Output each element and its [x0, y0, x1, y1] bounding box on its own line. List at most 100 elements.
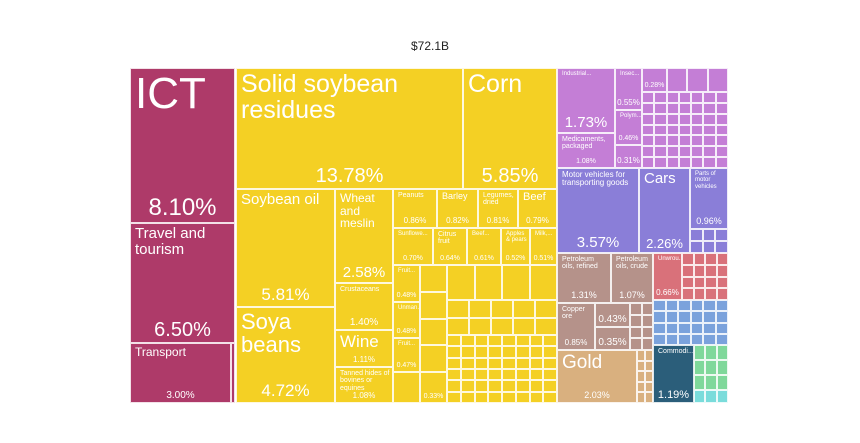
- treemap-cell[interactable]: Wheat and meslin 2.58%: [335, 189, 393, 283]
- treemap-cell-small[interactable]: [529, 391, 544, 403]
- treemap-cell-small[interactable]: [703, 322, 716, 334]
- treemap-cell[interactable]: Commodi... 1.19%: [653, 345, 694, 403]
- treemap-cell-small[interactable]: [469, 300, 491, 318]
- treemap-cell-small[interactable]: [678, 300, 691, 312]
- treemap-cell-small[interactable]: [715, 333, 728, 345]
- treemap-cell-small[interactable]: [705, 276, 717, 289]
- treemap-cell-small[interactable]: [716, 288, 728, 300]
- treemap-cell[interactable]: Citrus fruit 0.64%: [433, 228, 467, 265]
- treemap-cell-small[interactable]: [447, 380, 461, 392]
- treemap-cell-small[interactable]: [543, 335, 557, 347]
- treemap-cell-small[interactable]: [460, 357, 475, 369]
- treemap-cell-small[interactable]: [420, 291, 447, 319]
- treemap-cell-small[interactable]: [502, 380, 516, 392]
- treemap-cell[interactable]: Unman... 0.48%: [393, 302, 420, 338]
- treemap-cell[interactable]: ICT 8.10%: [130, 68, 235, 223]
- treemap-cell[interactable]: Industrial... 1.73%: [557, 68, 615, 133]
- treemap-cell-small[interactable]: [502, 265, 530, 300]
- treemap-cell[interactable]: Insec... 0.55%: [615, 68, 642, 110]
- treemap-cell-small[interactable]: [694, 345, 706, 360]
- treemap-cell-small[interactable]: [703, 311, 716, 323]
- treemap-cell-small[interactable]: [665, 322, 678, 334]
- treemap-cell-small[interactable]: [645, 392, 653, 403]
- treemap-cell-small[interactable]: [705, 253, 717, 265]
- treemap-cell-small[interactable]: [653, 333, 666, 345]
- treemap-cell[interactable]: Tanned hides of bovines or equines 1.08%: [335, 367, 393, 403]
- treemap-cell-small[interactable]: [678, 311, 691, 323]
- treemap-cell[interactable]: Unwrou... 0.66%: [653, 253, 682, 300]
- treemap-cell-small[interactable]: [488, 369, 502, 381]
- treemap-cell-small[interactable]: [543, 369, 557, 381]
- treemap-cell-small[interactable]: [515, 380, 530, 392]
- treemap-cell-small[interactable]: [502, 391, 516, 403]
- treemap-cell-small[interactable]: [694, 360, 706, 375]
- treemap-cell-small[interactable]: [703, 333, 716, 345]
- treemap-cell-small[interactable]: [694, 375, 706, 390]
- treemap-cell[interactable]: Petroleum oils, crude 1.07%: [611, 253, 653, 303]
- treemap-cell-small[interactable]: [693, 253, 705, 265]
- treemap-cell-small[interactable]: [502, 369, 516, 381]
- treemap-cell-small[interactable]: [637, 350, 645, 361]
- treemap-cell[interactable]: Travel and tourism 6.50%: [130, 223, 235, 343]
- treemap-cell-small[interactable]: [645, 381, 653, 393]
- treemap-cell-small[interactable]: [543, 391, 557, 403]
- treemap-cell-small[interactable]: [447, 369, 461, 381]
- treemap-cell-small[interactable]: [653, 300, 666, 312]
- treemap-cell[interactable]: Legumes, dried 0.81%: [478, 189, 518, 228]
- treemap-cell-small[interactable]: [515, 369, 530, 381]
- treemap-cell-small[interactable]: [515, 335, 530, 347]
- treemap-cell-small[interactable]: [682, 253, 694, 265]
- treemap-cell-small[interactable]: [653, 311, 666, 323]
- treemap-cell-small[interactable]: [543, 346, 557, 358]
- treemap-cell-small[interactable]: [678, 135, 692, 147]
- treemap-cell-small[interactable]: [705, 360, 717, 375]
- treemap-cell-small[interactable]: [690, 333, 703, 345]
- treemap-cell[interactable]: Fruit... 0.48%: [393, 265, 420, 302]
- treemap-cell[interactable]: 0.33%: [420, 372, 447, 403]
- treemap-cell-small[interactable]: [543, 380, 557, 392]
- treemap-cell-small[interactable]: [703, 113, 716, 125]
- treemap-cell[interactable]: Gold 2.03%: [557, 350, 637, 403]
- treemap-cell-small[interactable]: [678, 92, 692, 103]
- treemap-cell-small[interactable]: [529, 369, 544, 381]
- treemap-cell-small[interactable]: [705, 288, 717, 300]
- treemap-cell-small[interactable]: [420, 345, 447, 372]
- treemap-cell-small[interactable]: [420, 265, 447, 292]
- treemap-cell[interactable]: Parts of motor vehicles 0.96%: [690, 168, 728, 229]
- treemap-cell-small[interactable]: [716, 253, 728, 265]
- treemap-cell-small[interactable]: [515, 346, 530, 358]
- treemap-cell-small[interactable]: [515, 357, 530, 369]
- treemap-cell-small[interactable]: [502, 346, 516, 358]
- treemap-cell[interactable]: 0.43%: [595, 303, 630, 327]
- treemap-cell-small[interactable]: [707, 68, 728, 92]
- treemap-cell-small[interactable]: [630, 314, 642, 327]
- treemap-cell[interactable]: Barley 0.82%: [437, 189, 478, 228]
- treemap-cell-small[interactable]: [642, 113, 655, 125]
- treemap-cell-small[interactable]: [690, 300, 703, 312]
- treemap-cell-small[interactable]: [691, 146, 704, 158]
- treemap-cell-small[interactable]: [654, 146, 667, 158]
- treemap-cell-small[interactable]: [447, 317, 469, 335]
- treemap-cell-small[interactable]: [474, 369, 489, 381]
- treemap-cell-small[interactable]: [488, 335, 502, 347]
- treemap-cell-small[interactable]: [715, 157, 728, 168]
- treemap-cell[interactable]: Medicaments, packaged 1.08%: [557, 133, 615, 168]
- treemap-cell-small[interactable]: [535, 300, 557, 318]
- treemap-cell[interactable]: Copper ore 0.85%: [557, 303, 595, 350]
- treemap-cell-small[interactable]: [630, 303, 642, 315]
- treemap-cell-small[interactable]: [529, 265, 557, 300]
- treemap-cell-small[interactable]: [491, 300, 513, 318]
- treemap-cell-small[interactable]: [702, 241, 716, 253]
- treemap-cell-small[interactable]: [694, 390, 706, 403]
- treemap-cell-small[interactable]: [716, 360, 728, 375]
- treemap-cell-small[interactable]: [460, 369, 475, 381]
- treemap-cell-small[interactable]: [667, 68, 688, 92]
- treemap-cell[interactable]: Milk,... 0.51%: [530, 228, 557, 265]
- treemap-cell-small[interactable]: [703, 92, 716, 103]
- treemap-cell[interactable]: Peanuts 0.86%: [393, 189, 437, 228]
- treemap-cell-small[interactable]: [630, 338, 642, 350]
- treemap-cell-small[interactable]: [715, 229, 728, 241]
- treemap-cell-small[interactable]: [703, 146, 716, 158]
- treemap-cell-small[interactable]: [691, 113, 704, 125]
- treemap-cell-small[interactable]: [691, 124, 704, 136]
